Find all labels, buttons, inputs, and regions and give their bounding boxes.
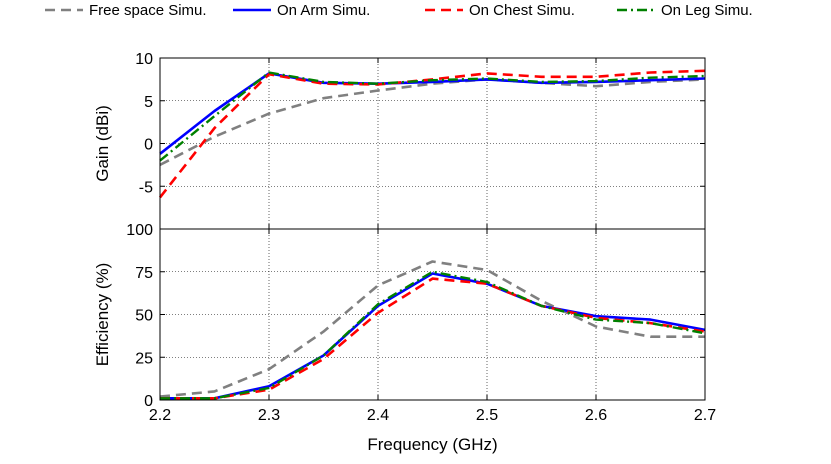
legend-label: On Chest Simu. (469, 2, 575, 19)
series-line-free-space-simu (159, 260, 705, 398)
x-tick-label: 2.4 (367, 407, 389, 424)
efficiency-panel: 0 25 50 75 100 2.2 2.3 2.4 2.5 2.6 2.7 Efficiency (… (93, 222, 716, 454)
series-line-on-arm-simu (159, 72, 706, 155)
series-line-on-leg-simu (159, 71, 706, 162)
series-line-on-chest-simu (158, 69, 706, 199)
legend: Free space Simu. On Arm Simu. On Chest Sim… (45, 2, 753, 19)
x-tick-label: 2.5 (476, 407, 498, 424)
x-axis-title: Frequency (GHz) (367, 435, 497, 454)
legend-label: Free space Simu. (89, 2, 207, 19)
y-tick-label: 75 (135, 265, 153, 282)
series-line-on-arm-simu (160, 272, 706, 400)
y-tick-label: 25 (135, 350, 153, 367)
y-tick-label: 100 (126, 222, 153, 239)
series-line-on-leg-simu (160, 270, 706, 400)
gain-panel: -5 0 5 10 Gain (dBi) (93, 51, 706, 230)
x-tick-label: 2.6 (585, 407, 607, 424)
y-tick-label: 5 (144, 94, 153, 111)
y-tick-label: 50 (135, 308, 153, 325)
legend-label: On Arm Simu. (277, 2, 370, 19)
y-tick-label: 0 (144, 393, 153, 410)
x-tick-label: 2.3 (258, 407, 280, 424)
y-axis-title: Efficiency (%) (93, 263, 112, 367)
y-tick-label: 10 (135, 51, 153, 68)
y-tick-label: -5 (139, 179, 153, 196)
x-tick-label: 2.2 (149, 407, 171, 424)
y-tick-label: 0 (144, 137, 153, 154)
series-line-free-space-simu (159, 78, 706, 167)
x-tick-label: 2.7 (694, 407, 716, 424)
y-axis-title: Gain (dBi) (93, 105, 112, 182)
series-line-on-chest-simu (160, 277, 706, 400)
legend-label: On Leg Simu. (661, 2, 753, 19)
